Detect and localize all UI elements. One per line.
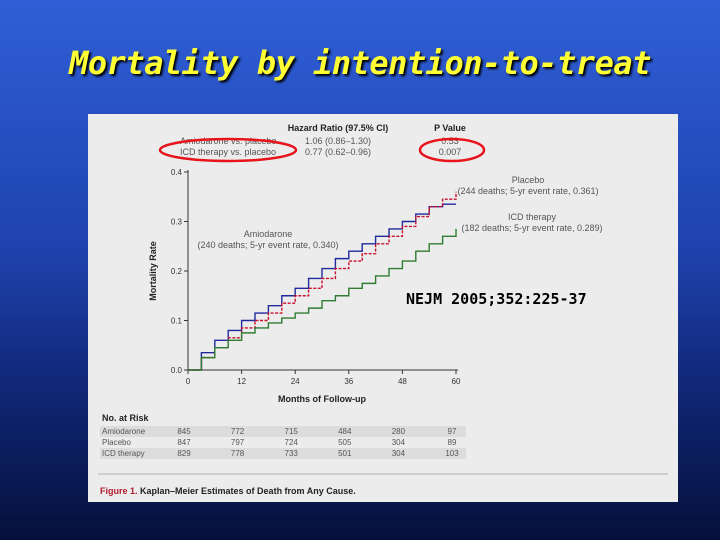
x-tick-label: 12 [237, 377, 246, 386]
x-tick-label: 24 [291, 377, 300, 386]
y-tick-label: 0.3 [171, 218, 183, 227]
x-tick-label: 36 [344, 377, 353, 386]
x-axis-label: Months of Follow-up [278, 394, 366, 404]
at-risk-value: 847 [177, 438, 191, 447]
at-risk-value: 797 [231, 438, 245, 447]
at-risk-row-bg [100, 426, 466, 437]
at-risk-row-label: ICD therapy [102, 449, 145, 458]
at-risk-value: 501 [338, 449, 352, 458]
at-risk-value: 715 [285, 427, 299, 436]
at-risk-value: 724 [285, 438, 299, 447]
at-risk-value: 733 [285, 449, 299, 458]
at-risk-value: 304 [392, 449, 406, 458]
x-tick-label: 60 [452, 377, 461, 386]
highlight-ellipse-icd-p [418, 137, 486, 163]
y-tick-label: 0.1 [171, 317, 183, 326]
series-label-icd: ICD therapy [508, 212, 557, 222]
series-line-amiodarone [188, 203, 456, 371]
series-label-placebo: Placebo [512, 175, 545, 185]
at-risk-value: 505 [338, 438, 352, 447]
y-tick-label: 0.2 [171, 267, 183, 276]
series-annotation-icd: (182 deaths; 5-yr event rate, 0.289) [461, 223, 602, 233]
y-tick-label: 0.0 [171, 366, 183, 375]
at-risk-value: 484 [338, 427, 352, 436]
hazard-row-ratio: 0.77 (0.62–0.96) [305, 147, 371, 157]
hazard-row-p: 0.007 [439, 147, 462, 157]
at-risk-value: 304 [392, 438, 406, 447]
km-chart: 0.0 0.1 0.2 0.3 0.4 0 12 24 36 48 60 Mortality Rate… [98, 123, 668, 496]
at-risk-value: 772 [231, 427, 245, 436]
figure-caption: Figure 1. Kaplan–Meier Estimates of Deat… [100, 486, 356, 496]
at-risk-value: 845 [177, 427, 191, 436]
at-risk-value: 103 [445, 449, 459, 458]
hazard-row-ratio: 1.06 (0.86–1.30) [305, 136, 371, 146]
highlight-ellipse-icd-label [158, 137, 298, 163]
at-risk-value: 280 [392, 427, 406, 436]
series-annotation-placebo: (244 deaths; 5-yr event rate, 0.361) [457, 186, 598, 196]
series-line-icd [188, 228, 457, 371]
y-tick-label: 0.4 [171, 168, 183, 177]
figure-panel: 0.0 0.1 0.2 0.3 0.4 0 12 24 36 48 60 Mortality Rate… [88, 114, 678, 502]
at-risk-row-label: Placebo [102, 438, 131, 447]
x-tick-label: 0 [186, 377, 191, 386]
p-value-header: P Value [434, 123, 466, 133]
series-annotation-amiodarone: (240 deaths; 5-yr event rate, 0.340) [197, 240, 338, 250]
hazard-ratio-header: Hazard Ratio (97.5% CI) [288, 123, 389, 133]
hazard-row-p: 0.53 [441, 136, 459, 146]
at-risk-row-label: Amiodarone [102, 427, 146, 436]
y-axis-label: Mortality Rate [148, 241, 158, 301]
series-label-amiodarone: Amiodarone [244, 229, 293, 239]
at-risk-value: 829 [177, 449, 191, 458]
at-risk-value: 97 [448, 427, 457, 436]
hazard-row-label: Amiodarone vs. placebo [180, 136, 277, 146]
at-risk-row-bg [100, 448, 466, 459]
at-risk-value: 778 [231, 449, 245, 458]
citation: NEJM 2005;352:225-37 [406, 290, 587, 308]
series-line-placebo [188, 191, 457, 371]
hazard-row-label: ICD therapy vs. placebo [180, 147, 276, 157]
slide-title: Mortality by intention-to-treat [69, 44, 651, 82]
at-risk-title: No. at Risk [102, 413, 150, 423]
x-tick-label: 48 [398, 377, 407, 386]
at-risk-value: 89 [448, 438, 457, 447]
